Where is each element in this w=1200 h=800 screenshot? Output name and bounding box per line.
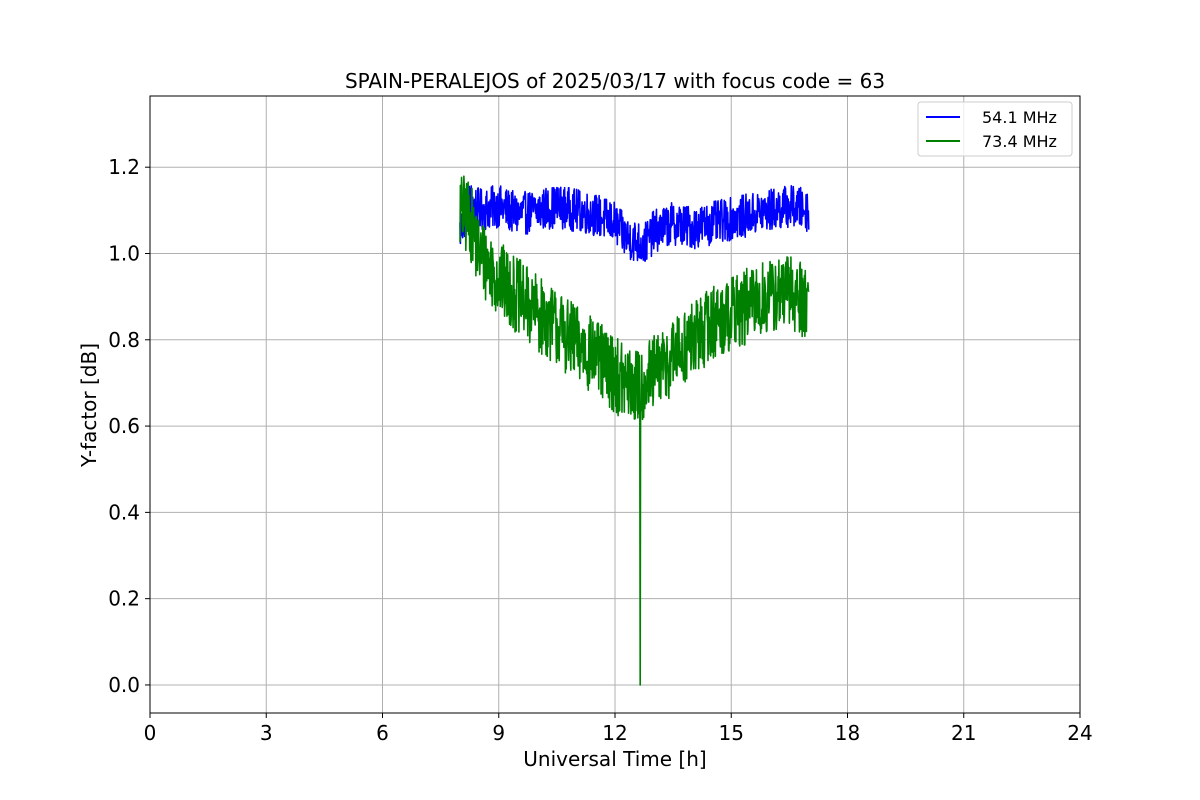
legend-label-73-4: 73.4 MHz <box>982 132 1057 151</box>
x-tick-label: 6 <box>376 721 389 745</box>
y-axis-label: Y-factor [dB] <box>77 343 101 468</box>
x-tick-label: 24 <box>1067 721 1092 745</box>
y-tick-label: 1.2 <box>108 155 140 179</box>
y-tick-label: 0.8 <box>108 328 140 352</box>
legend-label-54-1: 54.1 MHz <box>982 108 1057 127</box>
x-tick-label: 18 <box>835 721 860 745</box>
x-tick-label: 0 <box>144 721 157 745</box>
series-line-73-4-mhz <box>459 175 810 686</box>
y-tick-label: 0.0 <box>108 673 140 697</box>
series-line-54-1-mhz <box>459 185 810 262</box>
y-tick-label: 0.6 <box>108 414 140 438</box>
x-tick-label: 9 <box>492 721 505 745</box>
legend-box <box>917 101 1073 157</box>
chart-title: SPAIN-PERALEJOS of 2025/03/17 with focus… <box>345 69 885 93</box>
x-tick-label: 12 <box>602 721 627 745</box>
x-axis-label: Universal Time [h] <box>523 747 706 771</box>
x-tick-label: 21 <box>951 721 976 745</box>
plot-area <box>459 175 810 686</box>
x-tick-label: 15 <box>719 721 744 745</box>
legend: 54.1 MHz 73.4 MHz <box>917 101 1073 157</box>
ticks: 0 3 6 9 12 15 18 21 24 0.0 0.2 0.4 0.6 0.8 1.0 1.2 <box>108 155 1093 745</box>
x-tick-label: 3 <box>260 721 273 745</box>
y-tick-label: 1.0 <box>108 241 140 265</box>
y-tick-label: 0.4 <box>108 500 140 524</box>
y-tick-label: 0.2 <box>108 587 140 611</box>
